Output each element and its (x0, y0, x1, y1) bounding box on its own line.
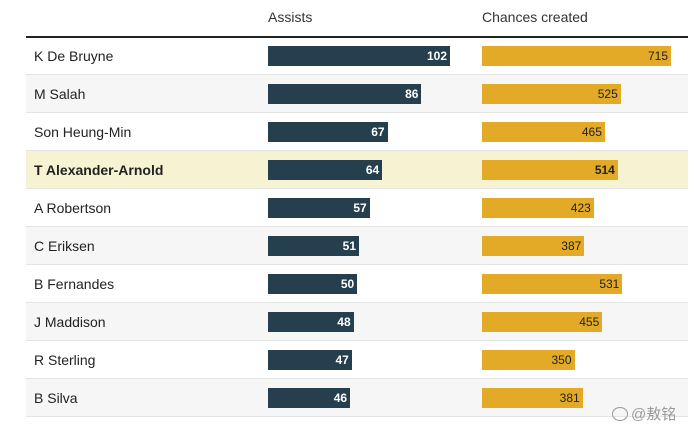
watermark: @敖铭 (612, 403, 676, 424)
assists-value-label: 48 (337, 315, 351, 329)
assists-bar: 67 (268, 122, 388, 142)
assists-bar: 64 (268, 160, 383, 180)
player-name: B Fernandes (34, 276, 115, 292)
assists-value-label: 51 (342, 239, 356, 253)
chances-bar: 514 (482, 160, 618, 180)
assists-bar: 46 (268, 388, 351, 408)
chances-value-label: 387 (561, 239, 582, 253)
table-row: R Sterling 47 350 (26, 341, 688, 379)
player-name: K De Bruyne (34, 48, 114, 64)
watermark-text: @敖铭 (631, 406, 677, 423)
assists-value-label: 86 (405, 87, 419, 101)
assists-value-label: 46 (333, 391, 348, 405)
chances-value-label: 381 (559, 391, 580, 405)
chances-value-label: 514 (594, 163, 615, 177)
player-name: R Sterling (34, 352, 96, 368)
header-divider (26, 36, 688, 38)
assists-bar: 50 (268, 274, 358, 294)
assists-bar: 57 (268, 198, 370, 218)
table-row: T Alexander-Arnold 64 514 (26, 151, 688, 189)
assists-bar: 86 (268, 84, 422, 104)
weibo-icon (612, 407, 628, 421)
assists-value-label: 67 (371, 125, 385, 139)
table-row: J Maddison 48 455 (26, 303, 688, 341)
chances-value-label: 525 (597, 87, 618, 101)
assists-value-label: 64 (365, 163, 380, 177)
player-name: M Salah (34, 86, 86, 102)
table-row: A Robertson 57 423 (26, 189, 688, 227)
table-row: K De Bruyne 102 715 (26, 37, 688, 75)
chances-bar: 387 (482, 236, 585, 256)
assists-value-label: 50 (340, 277, 355, 291)
table-row: C Eriksen 51 387 (26, 227, 688, 265)
table-row: B Fernandes 50 531 (26, 265, 688, 303)
player-name: Son Heung-Min (34, 124, 132, 140)
column-header-assists: Assists (268, 9, 313, 25)
table-row: M Salah 86 525 (26, 75, 688, 113)
assists-bar: 51 (268, 236, 359, 256)
table-row: Son Heung-Min 67 465 (26, 113, 688, 151)
chances-bar: 423 (482, 198, 594, 218)
table-row: B Silva 46 381 (26, 379, 688, 417)
chances-value-label: 350 (551, 353, 572, 367)
assists-bar: 48 (268, 312, 354, 332)
chances-bar: 381 (482, 388, 583, 408)
chances-value-label: 455 (579, 315, 600, 329)
chances-value-label: 465 (581, 125, 602, 139)
assists-value-label: 47 (335, 353, 349, 367)
chances-bar: 465 (482, 122, 605, 142)
chances-bar: 715 (482, 46, 671, 66)
player-name: C Eriksen (34, 238, 95, 254)
player-name: A Robertson (34, 200, 112, 216)
chances-value-label: 715 (647, 49, 668, 63)
chances-value-label: 531 (599, 277, 620, 291)
column-header-chances-created: Chances created (482, 9, 588, 25)
assists-value-label: 102 (426, 49, 447, 63)
chances-bar: 525 (482, 84, 621, 104)
chances-bar: 455 (482, 312, 603, 332)
chances-value-label: 423 (570, 201, 591, 215)
player-name: J Maddison (34, 314, 106, 330)
chances-bar: 531 (482, 274, 623, 294)
assists-value-label: 57 (353, 201, 367, 215)
chances-bar: 350 (482, 350, 575, 370)
assists-bar: 47 (268, 350, 352, 370)
player-name: T Alexander-Arnold (34, 162, 164, 178)
player-name: B Silva (34, 390, 78, 406)
assists-bar: 102 (268, 46, 450, 66)
